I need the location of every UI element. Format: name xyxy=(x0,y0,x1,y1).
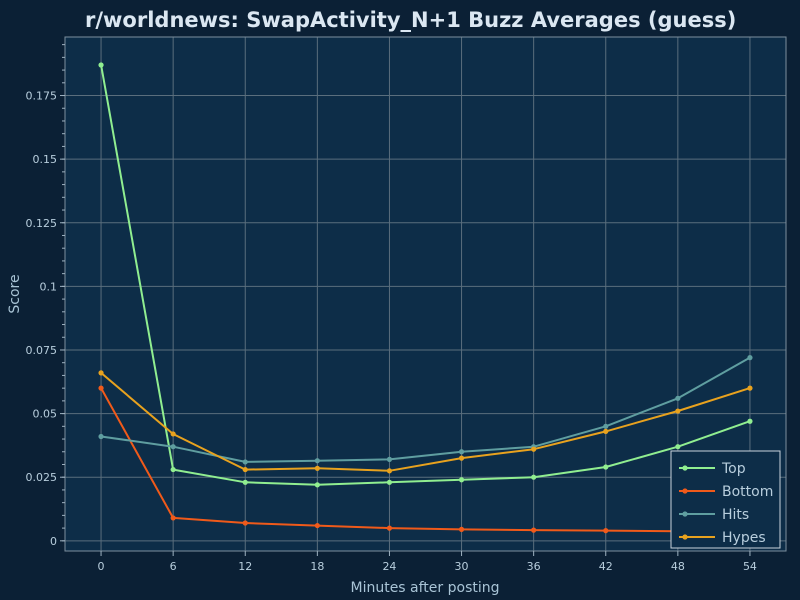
data-point-hits xyxy=(458,449,465,455)
data-point-top xyxy=(170,466,176,473)
legend: Top Bottom Hits Hypes xyxy=(670,450,781,549)
x-tick-label: 42 xyxy=(599,560,613,573)
data-point-top xyxy=(314,482,320,488)
x-tick-label: 24 xyxy=(382,560,396,573)
data-point-bottom xyxy=(603,528,609,534)
x-tick-label: 54 xyxy=(743,560,757,573)
legend-label-hypes: Hypes xyxy=(722,530,766,546)
data-point-hypes xyxy=(386,468,393,474)
x-tick-label: 48 xyxy=(671,560,685,573)
x-tick-label: 30 xyxy=(455,560,469,573)
y-tick-label: 0.05 xyxy=(33,408,58,421)
data-point-hits xyxy=(675,395,681,401)
y-tick-label: 0.1 xyxy=(40,280,58,293)
data-point-bottom xyxy=(170,515,176,521)
y-tick-label: 0.175 xyxy=(26,90,58,103)
data-point-hits xyxy=(170,444,176,450)
data-point-hypes xyxy=(458,455,465,461)
data-point-hypes xyxy=(747,385,753,391)
data-point-hypes xyxy=(531,446,537,452)
data-point-bottom xyxy=(386,525,393,531)
series-line-hypes xyxy=(100,372,751,472)
data-point-hits xyxy=(242,459,248,465)
data-point-hypes xyxy=(242,466,248,473)
legend-label-top: Top xyxy=(721,461,746,477)
data-point-top xyxy=(531,474,537,480)
x-tick-label: 0 xyxy=(98,560,105,573)
y-tick-label: 0.15 xyxy=(33,153,58,166)
series-line-hits xyxy=(100,356,751,463)
legend-marker-hypes xyxy=(682,534,688,540)
plot-border xyxy=(64,36,787,552)
series-line-bottom xyxy=(100,387,750,533)
y-axis: 0 0.025 0.05 0.075 0.1 0.125 0.15 0.175 xyxy=(26,44,65,548)
data-point-top xyxy=(675,444,681,450)
x-tick-label: 36 xyxy=(527,560,541,573)
data-point-top xyxy=(458,477,465,483)
data-point-bottom xyxy=(242,520,248,526)
x-axis-title: Minutes after posting xyxy=(350,580,499,596)
y-tick-label: 0.125 xyxy=(26,217,58,230)
data-point-top xyxy=(386,479,393,485)
y-tick-label: 0.025 xyxy=(26,471,58,484)
data-point-top xyxy=(747,418,753,424)
data-point-bottom xyxy=(458,526,465,532)
y-tick-label: 0 xyxy=(50,535,57,548)
series xyxy=(98,62,753,535)
x-tick-label: 18 xyxy=(310,560,324,573)
legend-marker-bottom xyxy=(682,488,688,494)
x-axis: 0 6 12 18 24 30 36 42 48 54 xyxy=(98,551,757,573)
y-axis-title: Score xyxy=(7,274,23,313)
legend-marker-top xyxy=(682,465,688,471)
data-point-hits xyxy=(747,355,753,361)
legend-marker-hits xyxy=(682,511,688,517)
data-point-hypes xyxy=(675,408,681,414)
series-line-top xyxy=(100,64,751,486)
x-tick-label: 12 xyxy=(238,560,252,573)
data-point-hits xyxy=(603,423,609,429)
y-tick-label: 0.075 xyxy=(26,344,58,357)
data-point-top xyxy=(98,62,104,68)
data-point-hypes xyxy=(170,431,176,437)
legend-label-hits: Hits xyxy=(722,507,749,523)
data-point-hits xyxy=(314,458,320,464)
data-point-hits xyxy=(98,433,104,440)
data-point-bottom xyxy=(98,385,104,391)
data-point-hypes xyxy=(98,370,104,376)
data-point-hypes xyxy=(603,428,609,435)
x-tick-label: 6 xyxy=(170,560,177,573)
data-point-top xyxy=(603,464,609,470)
data-point-hits xyxy=(386,456,393,462)
data-point-top xyxy=(242,479,248,485)
chart-title: r/worldnews: SwapActivity_N+1 Buzz Avera… xyxy=(85,8,736,32)
legend-label-bottom: Bottom xyxy=(722,484,773,500)
data-point-bottom xyxy=(531,527,537,533)
data-point-bottom xyxy=(314,522,320,529)
data-point-hypes xyxy=(314,465,320,471)
